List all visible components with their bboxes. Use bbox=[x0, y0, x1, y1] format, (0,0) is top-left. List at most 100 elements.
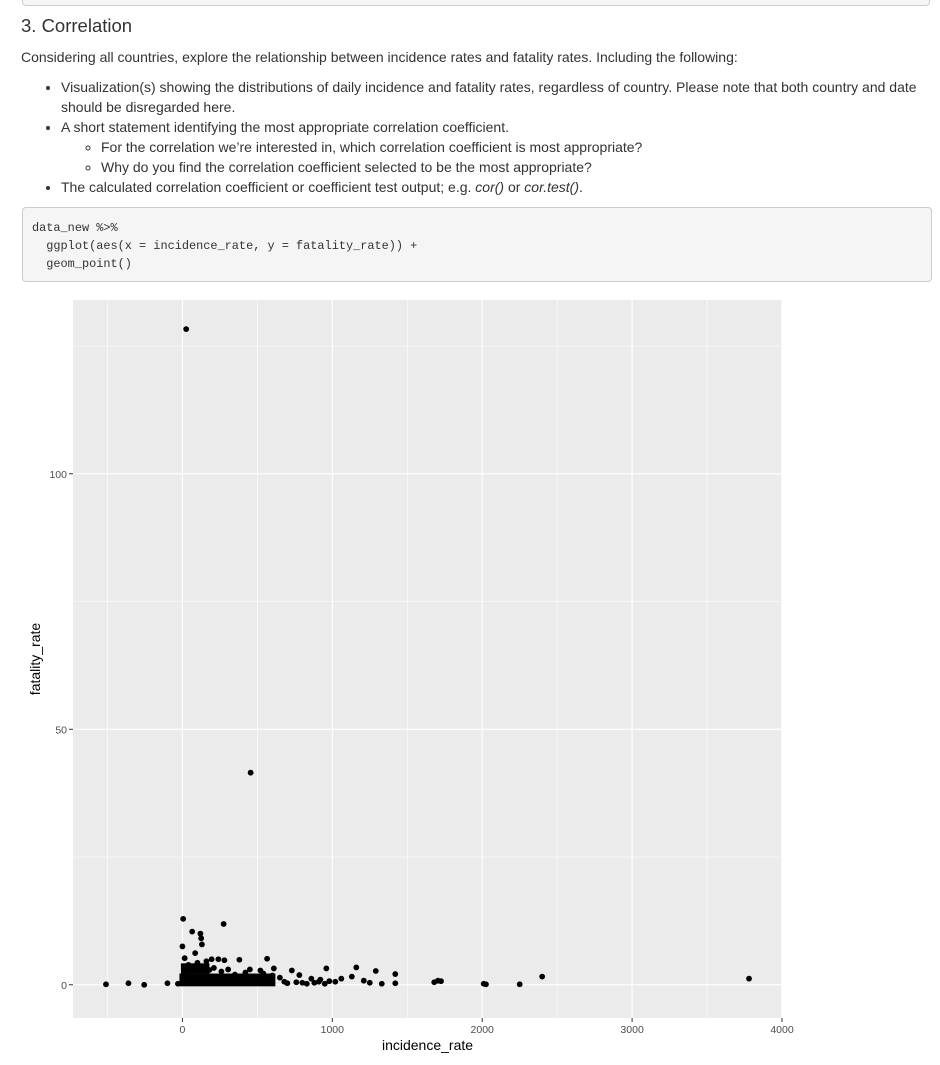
data-point bbox=[236, 956, 243, 963]
data-point bbox=[179, 943, 186, 950]
data-point bbox=[353, 964, 360, 971]
data-point bbox=[182, 969, 189, 975]
data-point bbox=[208, 956, 215, 963]
x-tick-label: 3000 bbox=[620, 1024, 644, 1036]
list-item: A short statement identifying the most a… bbox=[61, 117, 926, 177]
list-item: The calculated correlation coefficient o… bbox=[61, 177, 926, 197]
data-point bbox=[199, 941, 205, 948]
point-cluster bbox=[180, 963, 210, 974]
data-point bbox=[276, 974, 283, 981]
data-point bbox=[181, 955, 188, 962]
intro-paragraph: Considering all countries, explore the r… bbox=[21, 49, 738, 65]
data-point bbox=[323, 965, 330, 972]
y-axis-title: fatality_rate bbox=[27, 623, 43, 696]
y-tick-label: 50 bbox=[55, 724, 67, 736]
data-point bbox=[228, 974, 235, 981]
data-point bbox=[206, 967, 213, 973]
requirements-list: Visualization(s) showing the distributio… bbox=[21, 77, 926, 197]
point-cluster bbox=[179, 973, 276, 987]
data-point bbox=[218, 968, 225, 975]
data-point bbox=[242, 969, 249, 976]
data-point bbox=[260, 970, 267, 977]
sub-list-item: Why do you find the correlation coeffici… bbox=[101, 157, 926, 177]
data-point bbox=[539, 973, 546, 980]
data-point bbox=[220, 921, 227, 927]
data-point bbox=[299, 979, 306, 986]
data-point bbox=[317, 976, 324, 983]
data-point bbox=[189, 928, 196, 935]
data-point bbox=[188, 966, 195, 972]
x-tick-label: 2000 bbox=[471, 1024, 495, 1036]
data-point bbox=[308, 975, 315, 982]
data-point bbox=[303, 980, 310, 987]
data-point bbox=[221, 957, 228, 964]
data-point bbox=[284, 980, 291, 987]
data-point bbox=[211, 965, 217, 971]
data-point bbox=[372, 968, 379, 974]
data-point bbox=[125, 980, 132, 987]
data-point bbox=[392, 980, 399, 987]
sub-list-item-text: Why do you find the correlation coeffici… bbox=[101, 159, 592, 175]
cor-test-function-name: cor.test() bbox=[524, 179, 580, 195]
list-item-text: The calculated correlation coefficient o… bbox=[61, 179, 476, 195]
code-line: ggplot(aes(x = incidence_rate, y = fatal… bbox=[32, 239, 418, 253]
data-point bbox=[247, 769, 254, 776]
plot-panel bbox=[73, 300, 782, 1018]
data-point bbox=[392, 971, 399, 977]
section-heading: 3. Correlation bbox=[21, 15, 133, 36]
data-point bbox=[270, 965, 277, 972]
data-point bbox=[194, 959, 201, 966]
data-point bbox=[293, 979, 300, 986]
x-axis-title: incidence_rate bbox=[382, 1037, 473, 1053]
x-tick-label: 1000 bbox=[321, 1024, 345, 1036]
list-item-text: or bbox=[504, 179, 525, 195]
data-point bbox=[348, 973, 355, 980]
previous-output-block bbox=[22, 0, 930, 6]
data-point bbox=[264, 955, 271, 962]
data-point bbox=[269, 972, 276, 979]
r-code-block[interactable]: data_new %>% ggplot(aes(x = incidence_ra… bbox=[22, 207, 932, 282]
data-point bbox=[164, 980, 171, 987]
list-item: Visualization(s) showing the distributio… bbox=[61, 77, 926, 117]
data-point bbox=[326, 978, 333, 985]
x-tick-label: 0 bbox=[180, 1024, 186, 1036]
list-item-text: . bbox=[579, 179, 583, 195]
x-tick-label: 4000 bbox=[770, 1024, 794, 1036]
data-point bbox=[197, 930, 204, 937]
sub-list-item-text: For the correlation we’re interested in,… bbox=[101, 139, 643, 155]
data-point bbox=[200, 963, 207, 970]
list-item-text: A short statement identifying the most a… bbox=[61, 119, 509, 135]
data-point bbox=[251, 973, 258, 980]
data-point bbox=[311, 979, 318, 986]
data-point bbox=[103, 981, 109, 988]
data-point bbox=[183, 326, 190, 333]
scatter-plot: 0 1000 2000 3000 4000 0 50 100 incidence_rate fat… bbox=[27, 300, 794, 1053]
list-item-text: Visualization(s) showing the distributio… bbox=[61, 79, 917, 115]
data-point bbox=[215, 956, 222, 963]
data-point bbox=[296, 972, 303, 978]
sub-list-item: For the correlation we’re interested in,… bbox=[101, 137, 926, 157]
data-point bbox=[378, 980, 385, 987]
data-point bbox=[185, 961, 192, 968]
code-line: geom_point() bbox=[32, 257, 132, 271]
data-point bbox=[192, 950, 199, 956]
code-line: data_new %>% bbox=[32, 221, 118, 235]
data-point bbox=[516, 981, 523, 988]
data-point bbox=[321, 980, 328, 987]
data-point bbox=[332, 978, 339, 985]
data-point bbox=[225, 966, 232, 973]
sub-list: For the correlation we’re interested in,… bbox=[61, 137, 926, 177]
data-point bbox=[203, 958, 210, 965]
data-point bbox=[746, 975, 752, 982]
cor-function-name: cor() bbox=[475, 179, 505, 195]
data-point bbox=[483, 981, 489, 988]
data-point bbox=[366, 979, 373, 986]
y-tick-label: 100 bbox=[49, 469, 67, 481]
y-tick-label: 0 bbox=[61, 980, 67, 992]
data-point bbox=[438, 978, 444, 985]
data-point bbox=[246, 966, 253, 973]
data-point bbox=[180, 915, 187, 922]
data-point bbox=[141, 981, 148, 988]
data-point bbox=[288, 967, 295, 974]
data-point bbox=[175, 980, 181, 987]
